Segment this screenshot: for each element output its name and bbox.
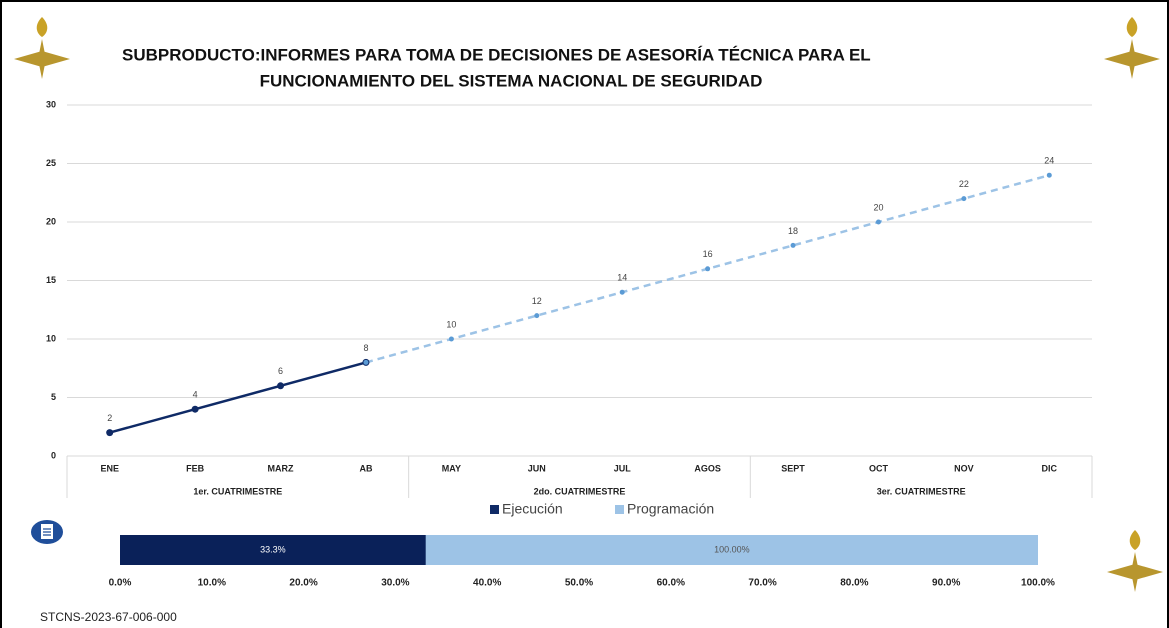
x-tick-label: OCT [869, 463, 889, 473]
point [1046, 172, 1052, 178]
group-label: 3er. CUATRIMESTRE [877, 486, 966, 496]
data-label: 10 [446, 319, 456, 329]
group-label: 1er. CUATRIMESTRE [193, 486, 282, 496]
data-label: 33.3% [260, 544, 286, 554]
y-tick-label: 10 [46, 333, 56, 343]
data-label: 12 [532, 296, 542, 306]
emblem [1104, 17, 1160, 79]
y-tick-label: 5 [51, 392, 56, 402]
series-line [109, 361, 367, 434]
emblem [1107, 530, 1163, 592]
x-tick-label: 80.0% [840, 578, 868, 589]
y-tick-label: 20 [46, 216, 56, 226]
legend-label: Ejecución [502, 501, 563, 517]
point [448, 336, 454, 342]
y-tick-label: 30 [46, 99, 56, 109]
point [363, 359, 369, 365]
point [191, 405, 199, 413]
x-tick-label: MARZ [268, 463, 294, 473]
x-tick-label: 60.0% [657, 578, 685, 589]
group-label: 2do. CUATRIMESTRE [534, 486, 626, 496]
point [534, 313, 540, 319]
x-tick-label: SEPT [781, 463, 805, 473]
x-tick-label: JUL [614, 463, 632, 473]
point [106, 429, 114, 437]
legend-swatch [490, 505, 499, 514]
legend-label: Programación [627, 501, 714, 517]
x-tick-label: ENE [100, 463, 119, 473]
data-label: 20 [873, 202, 883, 212]
x-tick-label: 0.0% [109, 578, 132, 589]
data-label: 14 [617, 273, 627, 283]
x-tick-label: 90.0% [932, 578, 960, 589]
data-label: 16 [703, 249, 713, 259]
point [790, 242, 796, 248]
data-label: 100.00% [714, 544, 750, 554]
bar [120, 535, 426, 565]
x-tick-label: 50.0% [565, 578, 593, 589]
data-label: 6 [278, 366, 283, 376]
y-tick-label: 0 [51, 450, 56, 460]
chart-title: FUNCIONAMIENTO DEL SISTEMA NACIONAL DE S… [260, 71, 763, 90]
x-tick-label: 100.0% [1021, 578, 1055, 589]
x-tick-label: 10.0% [198, 578, 226, 589]
x-tick-label: AB [359, 463, 372, 473]
x-tick-label: JUN [528, 463, 546, 473]
legend-swatch [615, 505, 624, 514]
document-icon[interactable] [31, 520, 63, 544]
data-label: 2 [107, 413, 112, 423]
x-tick-label: 70.0% [748, 578, 776, 589]
data-label: 4 [193, 390, 198, 400]
y-tick-label: 25 [46, 158, 56, 168]
y-tick-label: 15 [46, 275, 56, 285]
point [705, 266, 711, 272]
point [961, 196, 967, 202]
data-label: 22 [959, 179, 969, 189]
x-tick-label: 20.0% [289, 578, 317, 589]
point [277, 382, 285, 390]
data-label: 18 [788, 226, 798, 236]
data-label: 8 [363, 343, 368, 353]
x-tick-label: DIC [1042, 463, 1058, 473]
emblem [14, 17, 70, 79]
x-tick-label: MAY [442, 463, 461, 473]
footer: STCNS-2023-67-006-000 [40, 610, 177, 624]
x-tick-label: NOV [954, 463, 974, 473]
point [875, 219, 881, 225]
x-tick-label: FEB [186, 463, 205, 473]
x-tick-label: 30.0% [381, 578, 409, 589]
x-tick-label: AGOS [694, 463, 721, 473]
data-label: 24 [1044, 156, 1054, 166]
x-tick-label: 40.0% [473, 578, 501, 589]
point [619, 289, 625, 295]
chart-title: SUBPRODUCTO:INFORMES PARA TOMA DE DECISI… [122, 45, 871, 64]
